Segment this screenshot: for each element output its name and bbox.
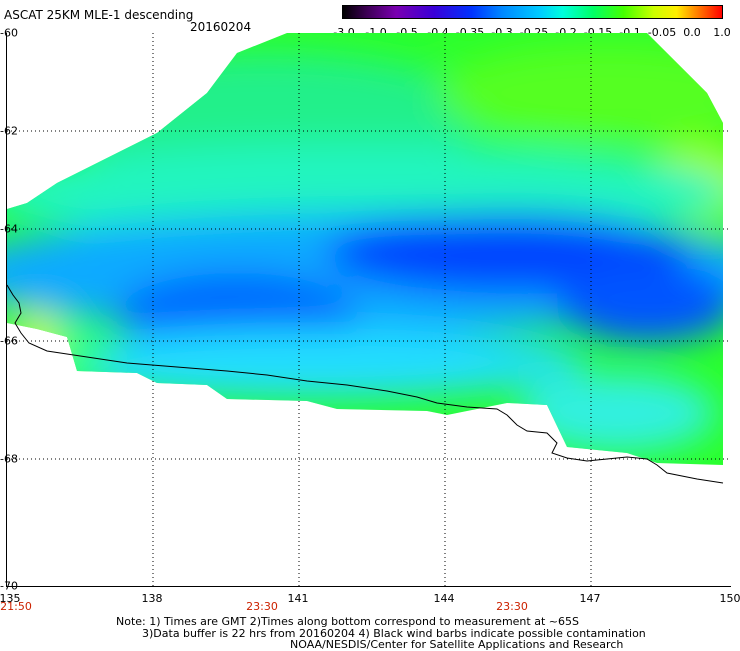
y-tick-label: -66 (0, 335, 18, 348)
time-label: 23:30 (246, 600, 278, 613)
map-date: 20160204 (190, 20, 251, 34)
y-tick-label: -68 (0, 453, 18, 466)
x-tick-label: 147 (580, 592, 601, 605)
map-title: ASCAT 25KM MLE-1 descending (4, 8, 193, 22)
time-label: 23:30 (496, 600, 528, 613)
y-tick-label: -70 (0, 580, 18, 593)
x-tick-label: 150 (720, 592, 740, 605)
map-canvas (7, 33, 731, 586)
y-tick-label: -64 (0, 223, 18, 236)
map-plot-area (6, 33, 731, 587)
x-tick-label: 144 (434, 592, 455, 605)
wind-field (7, 33, 731, 586)
note-line-3: NOAA/NESDIS/Center for Satellite Applica… (290, 638, 623, 651)
x-tick-label: 141 (288, 592, 309, 605)
color-scale-bar (342, 5, 723, 19)
y-tick-label: -62 (0, 125, 18, 138)
x-tick-label: 138 (142, 592, 163, 605)
y-tick-label: -60 (0, 27, 18, 40)
time-label: 21:50 (0, 600, 32, 613)
